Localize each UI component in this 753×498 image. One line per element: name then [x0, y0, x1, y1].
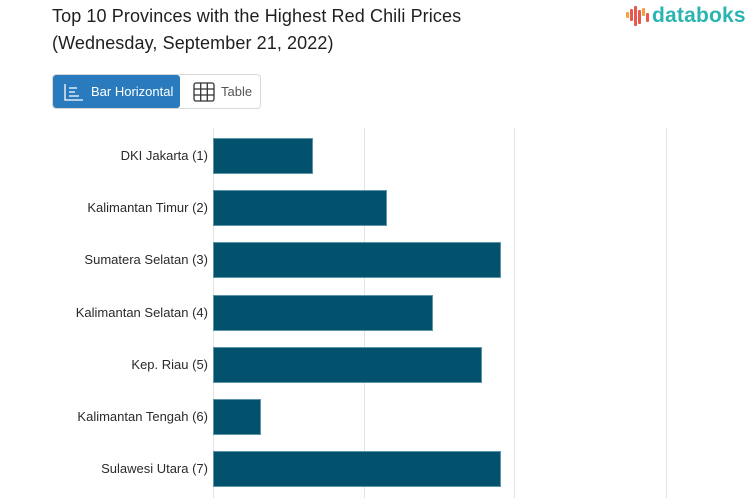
bar-row: Kalimantan Timur (2) — [0, 190, 753, 227]
category-label: Kep. Riau (5) — [131, 356, 208, 372]
view-toggle: Bar Horizontal Table — [52, 74, 261, 109]
bar-horizontal-button[interactable]: Bar Horizontal — [53, 75, 180, 108]
bar-chart-plot: DKI Jakarta (1) Kalimantan Timur (2) Sumat… — [0, 128, 753, 498]
bar-horizontal-icon — [64, 83, 83, 101]
bar-horizontal-label: Bar Horizontal — [91, 84, 174, 99]
bar-row: Kalimantan Selatan (4) — [0, 294, 753, 331]
bar[interactable] — [213, 399, 261, 435]
bar-row: DKI Jakarta (1) — [0, 138, 753, 174]
table-button[interactable]: Table — [180, 75, 252, 108]
bar-waveform-logo-icon — [626, 4, 650, 28]
bar[interactable] — [213, 346, 482, 383]
bar-row: Kep. Riau (5) — [0, 346, 753, 383]
bar[interactable] — [213, 242, 501, 279]
bar[interactable] — [213, 451, 501, 488]
bar-row: Sulawesi Utara (7) — [0, 451, 753, 488]
chart-title: Top 10 Provinces with the Highest Red Ch… — [52, 3, 461, 57]
databoks-logo[interactable]: databoks — [626, 4, 746, 28]
gridline — [666, 128, 667, 498]
bar[interactable] — [213, 294, 433, 331]
bar[interactable] — [213, 190, 387, 227]
bar-row: Kalimantan Tengah (6) — [0, 399, 753, 435]
category-label: Kalimantan Tengah (6) — [77, 409, 208, 424]
logo-text: databoks — [652, 4, 746, 27]
category-label: Kalimantan Selatan (4) — [75, 304, 208, 320]
table-label: Table — [221, 84, 253, 99]
bar-row: Sumatera Selatan (3) — [0, 242, 753, 279]
category-label: Sulawesi Utara (7) — [101, 461, 208, 477]
category-label: Kalimantan Timur (2) — [87, 200, 208, 216]
chart-title-line2: (Wednesday, September 21, 2022) — [52, 33, 334, 53]
gridline — [514, 128, 515, 498]
bar[interactable] — [213, 138, 313, 174]
category-label: Sumatera Selatan (3) — [84, 252, 208, 268]
category-label: DKI Jakarta (1) — [120, 148, 208, 163]
chart-title-line1: Top 10 Provinces with the Highest Red Ch… — [52, 6, 462, 26]
table-grid-icon — [193, 81, 215, 102]
